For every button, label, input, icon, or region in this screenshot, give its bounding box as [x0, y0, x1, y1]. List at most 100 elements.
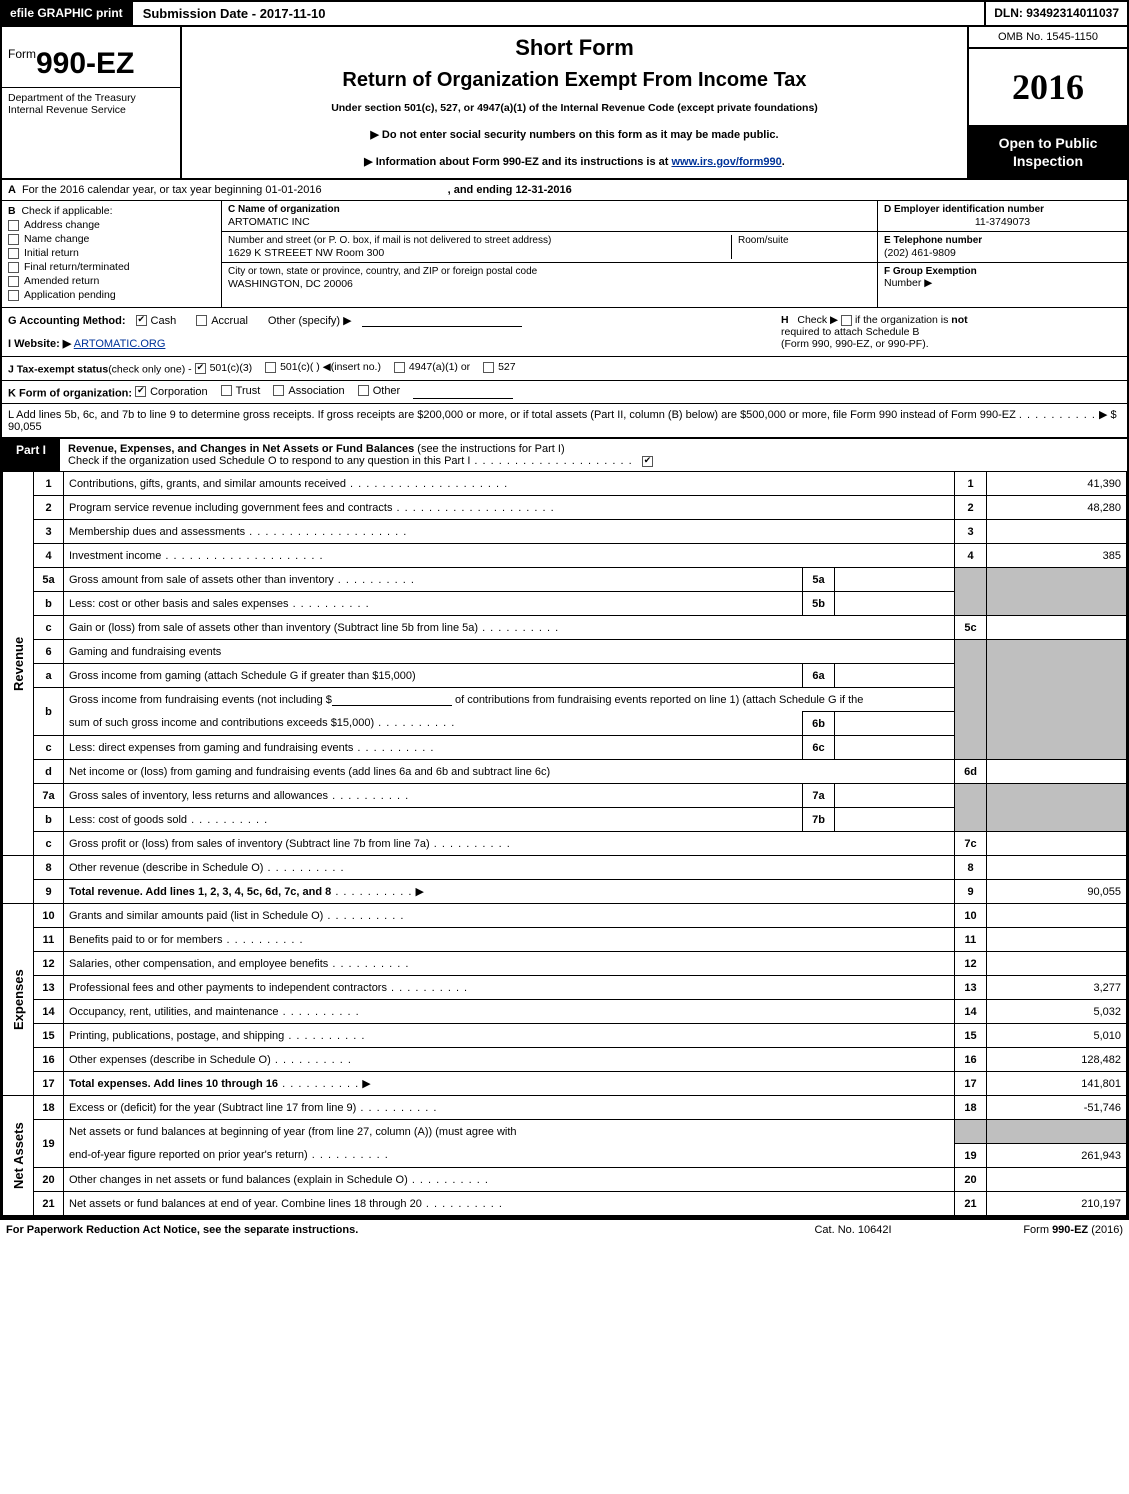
line-num: b — [34, 592, 64, 616]
dots-icon — [331, 886, 412, 898]
line-8: 8 Other revenue (describe in Schedule O)… — [3, 856, 1127, 880]
row-a-text: For the 2016 calendar year, or tax year … — [22, 184, 322, 196]
chk-trust[interactable]: Trust — [221, 385, 261, 397]
chk-527[interactable]: 527 — [483, 361, 516, 373]
desc-text: Gross amount from sale of assets other t… — [69, 574, 334, 586]
row-h: H Check ▶ if the organization is not req… — [781, 314, 1121, 350]
desc-text: Salaries, other compensation, and employ… — [69, 958, 328, 970]
line-amt: 128,482 — [987, 1048, 1127, 1072]
dots-icon — [245, 526, 407, 538]
chk-501c[interactable]: 501(c)( ) ◀(insert no.) — [265, 361, 381, 373]
city-value: WASHINGTON, DC 20006 — [228, 278, 871, 290]
line-rn: 21 — [955, 1192, 987, 1216]
line-9: 9 Total revenue. Add lines 1, 2, 3, 4, 5… — [3, 880, 1127, 904]
org-name: ARTOMATIC INC — [228, 216, 871, 228]
line-num: 10 — [34, 904, 64, 928]
chk-4947[interactable]: 4947(a)(1) or — [394, 361, 470, 373]
grey-cell — [987, 568, 1127, 616]
netassets-sidelabel: Net Assets — [3, 1096, 34, 1216]
group-label: F Group Exemption — [884, 266, 1121, 277]
chk-label: Final return/terminated — [24, 261, 130, 273]
line-21: 21 Net assets or fund balances at end of… — [3, 1192, 1127, 1216]
desc-text: Gross sales of inventory, less returns a… — [69, 790, 328, 802]
irs-link[interactable]: www.irs.gov/form990 — [672, 156, 782, 168]
line-desc: Other revenue (describe in Schedule O) — [64, 856, 955, 880]
line-num: 2 — [34, 496, 64, 520]
mid-num: 5b — [803, 592, 835, 616]
footer-right: Form 990-EZ (2016) — [943, 1224, 1123, 1236]
desc-text: end-of-year figure reported on prior yea… — [69, 1149, 308, 1161]
line-num: d — [34, 760, 64, 784]
top-bar: efile GRAPHIC print Submission Date - 20… — [0, 0, 1129, 27]
line-amt: 90,055 — [987, 880, 1127, 904]
line-amt: 5,010 — [987, 1024, 1127, 1048]
website-link[interactable]: ARTOMATIC.ORG — [74, 338, 166, 350]
checkbox-icon — [8, 220, 19, 231]
mid-val — [835, 736, 955, 760]
chk-address-change[interactable]: Address change — [8, 219, 215, 231]
line-19b: end-of-year figure reported on prior yea… — [3, 1144, 1127, 1168]
line-num: 14 — [34, 1000, 64, 1024]
checkbox-filled-icon[interactable] — [642, 456, 653, 467]
part-1-table: Revenue 1 Contributions, gifts, grants, … — [2, 471, 1127, 1216]
chk-label: Name change — [24, 233, 89, 245]
grey-cell — [955, 1120, 987, 1144]
group-exemption-cell: F Group Exemption Number ▶ — [878, 263, 1127, 307]
line-desc: Gross profit or (loss) from sales of inv… — [64, 832, 955, 856]
chk-accrual[interactable]: Accrual — [196, 315, 248, 327]
note2-suffix: . — [782, 156, 785, 168]
desc-text: Other expenses (describe in Schedule O) — [69, 1054, 271, 1066]
checkbox-icon — [273, 385, 284, 396]
line-rn: 2 — [955, 496, 987, 520]
line-rn: 1 — [955, 472, 987, 496]
line-desc: Professional fees and other payments to … — [64, 976, 955, 1000]
mid-val — [835, 592, 955, 616]
line-desc: Excess or (deficit) for the year (Subtra… — [64, 1096, 955, 1120]
line-amt: 5,032 — [987, 1000, 1127, 1024]
line-desc: end-of-year figure reported on prior yea… — [64, 1144, 955, 1168]
chk-final-return[interactable]: Final return/terminated — [8, 261, 215, 273]
efile-badge: efile GRAPHIC print — [2, 2, 131, 25]
chk-initial-return[interactable]: Initial return — [8, 247, 215, 259]
part-1-title-bold: Revenue, Expenses, and Changes in Net As… — [68, 443, 414, 455]
arrow-icon — [359, 1078, 371, 1090]
chk-association[interactable]: Association — [273, 385, 344, 397]
dln-number: DLN: 93492314011037 — [984, 2, 1127, 25]
line-num: 20 — [34, 1168, 64, 1192]
fundraising-blank — [332, 694, 452, 706]
col-b: B Check if applicable: Address change Na… — [2, 201, 222, 307]
chk-corporation[interactable]: Corporation — [135, 386, 207, 398]
dots-icon — [334, 574, 415, 586]
checkbox-icon[interactable] — [841, 315, 852, 326]
revenue-sidelabel: Revenue — [3, 472, 34, 856]
line-20: 20 Other changes in net assets or fund b… — [3, 1168, 1127, 1192]
other-org-label: Other — [373, 385, 401, 397]
other-specify-line — [362, 315, 522, 327]
line-amt — [987, 952, 1127, 976]
line-desc: Gaming and fundraising events — [64, 640, 955, 664]
form-number-box: Form990-EZ — [2, 27, 180, 87]
chk-other-org[interactable]: Other — [358, 385, 401, 397]
line-6d: d Net income or (loss) from gaming and f… — [3, 760, 1127, 784]
chk-name-change[interactable]: Name change — [8, 233, 215, 245]
h-text3: required to attach Schedule B — [781, 326, 919, 338]
line-num: 18 — [34, 1096, 64, 1120]
chk-501c3[interactable]: 501(c)(3) — [195, 362, 253, 374]
dots-icon — [263, 862, 344, 874]
dots-icon — [353, 742, 434, 754]
chk-amended-return[interactable]: Amended return — [8, 275, 215, 287]
dots-icon — [284, 1030, 365, 1042]
line-rn: 13 — [955, 976, 987, 1000]
grey-cell — [987, 784, 1127, 832]
line-5a: 5a Gross amount from sale of assets othe… — [3, 568, 1127, 592]
city-row: City or town, state or province, country… — [222, 263, 877, 293]
form-note-2: ▶ Information about Form 990-EZ and its … — [192, 155, 957, 168]
omb-number: OMB No. 1545-1150 — [969, 27, 1127, 49]
org-name-row: C Name of organization ARTOMATIC INC — [222, 201, 877, 232]
line-19a: 19 Net assets or fund balances at beginn… — [3, 1120, 1127, 1144]
checkbox-icon — [8, 276, 19, 287]
chk-application-pending[interactable]: Application pending — [8, 289, 215, 301]
line-desc: Total revenue. Add lines 1, 2, 3, 4, 5c,… — [64, 880, 955, 904]
mid-num: 6c — [803, 736, 835, 760]
chk-cash[interactable]: Cash — [136, 315, 177, 327]
